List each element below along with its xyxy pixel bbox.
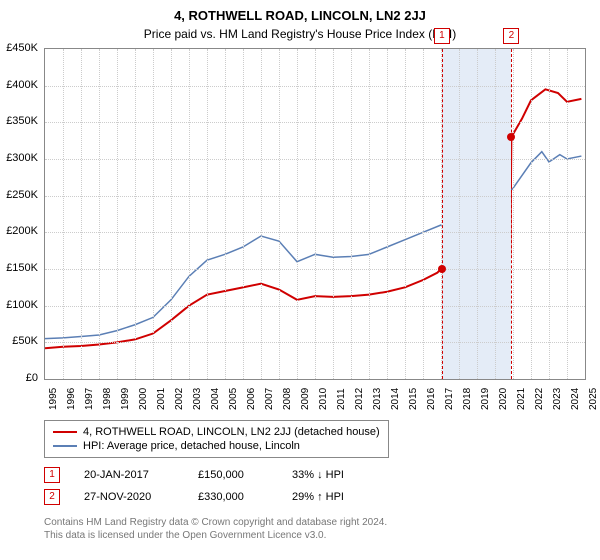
grid-v	[117, 49, 118, 379]
transaction-price: £330,000	[198, 491, 268, 503]
xtick-label: 2014	[390, 388, 401, 410]
xtick-label: 2004	[210, 388, 221, 410]
xtick-label: 2021	[516, 388, 527, 410]
xtick-label: 2022	[534, 388, 545, 410]
chart-title: 4, ROTHWELL ROAD, LINCOLN, LN2 2JJ	[0, 0, 600, 23]
transaction-marker: 1	[44, 467, 60, 483]
xtick-label: 2008	[282, 388, 293, 410]
grid-v	[171, 49, 172, 379]
grid-v	[81, 49, 82, 379]
grid-v	[333, 49, 334, 379]
grid-v	[63, 49, 64, 379]
transaction-marker: 2	[44, 489, 60, 505]
grid-v	[351, 49, 352, 379]
legend-swatch	[53, 431, 77, 433]
grid-v	[243, 49, 244, 379]
legend-swatch	[53, 445, 77, 447]
legend: 4, ROTHWELL ROAD, LINCOLN, LN2 2JJ (deta…	[44, 420, 389, 458]
transaction-row: 2 27-NOV-2020 £330,000 29% ↑ HPI	[44, 486, 344, 508]
ytick-label: £50K	[0, 335, 38, 347]
xtick-label: 1995	[48, 388, 59, 410]
xtick-label: 2015	[408, 388, 419, 410]
legend-label: HPI: Average price, detached house, Linc…	[83, 440, 300, 452]
xtick-label: 2016	[426, 388, 437, 410]
grid-v	[297, 49, 298, 379]
xtick-label: 2009	[300, 388, 311, 410]
ytick-label: £150K	[0, 262, 38, 274]
xtick-label: 1998	[102, 388, 113, 410]
transaction-delta: 29% ↑ HPI	[292, 491, 344, 503]
xtick-label: 1996	[66, 388, 77, 410]
grid-v	[531, 49, 532, 379]
ytick-label: £350K	[0, 115, 38, 127]
grid-v	[315, 49, 316, 379]
xtick-label: 2002	[174, 388, 185, 410]
ytick-label: £400K	[0, 79, 38, 91]
grid-v	[549, 49, 550, 379]
grid-v	[369, 49, 370, 379]
transaction-price: £150,000	[198, 469, 268, 481]
transaction-row: 1 20-JAN-2017 £150,000 33% ↓ HPI	[44, 464, 344, 486]
xtick-label: 2001	[156, 388, 167, 410]
ytick-label: £0	[0, 372, 38, 384]
xtick-label: 2018	[462, 388, 473, 410]
xtick-label: 2003	[192, 388, 203, 410]
grid-v	[495, 49, 496, 379]
grid-v	[477, 49, 478, 379]
ytick-label: £250K	[0, 189, 38, 201]
xtick-label: 2024	[570, 388, 581, 410]
footer-note: Contains HM Land Registry data © Crown c…	[44, 516, 387, 542]
grid-v	[153, 49, 154, 379]
xtick-label: 2010	[318, 388, 329, 410]
grid-v	[261, 49, 262, 379]
event-vline	[511, 49, 512, 379]
grid-v	[99, 49, 100, 379]
event-marker-box: 1	[434, 28, 450, 44]
chart-container: 4, ROTHWELL ROAD, LINCOLN, LN2 2JJ Price…	[0, 0, 600, 560]
grid-v	[513, 49, 514, 379]
footer-line-2: This data is licensed under the Open Gov…	[44, 529, 387, 542]
event-marker-box: 2	[503, 28, 519, 44]
legend-row: HPI: Average price, detached house, Linc…	[53, 439, 380, 453]
xtick-label: 2006	[246, 388, 257, 410]
grid-v	[387, 49, 388, 379]
grid-v	[189, 49, 190, 379]
transaction-date: 27-NOV-2020	[84, 491, 174, 503]
xtick-label: 2019	[480, 388, 491, 410]
price-point	[507, 133, 515, 141]
xtick-label: 2023	[552, 388, 563, 410]
event-vline	[442, 49, 443, 379]
xtick-label: 2012	[354, 388, 365, 410]
legend-row: 4, ROTHWELL ROAD, LINCOLN, LN2 2JJ (deta…	[53, 425, 380, 439]
transaction-date: 20-JAN-2017	[84, 469, 174, 481]
xtick-label: 1999	[120, 388, 131, 410]
ytick-label: £300K	[0, 152, 38, 164]
grid-v	[405, 49, 406, 379]
xtick-label: 2007	[264, 388, 275, 410]
footer-line-1: Contains HM Land Registry data © Crown c…	[44, 516, 387, 529]
grid-v	[279, 49, 280, 379]
grid-v	[567, 49, 568, 379]
grid-v	[225, 49, 226, 379]
xtick-label: 2025	[588, 388, 599, 410]
grid-v	[459, 49, 460, 379]
xtick-label: 2005	[228, 388, 239, 410]
ytick-label: £100K	[0, 299, 38, 311]
plot-area	[44, 48, 586, 380]
price-point	[438, 265, 446, 273]
xtick-label: 2017	[444, 388, 455, 410]
ytick-label: £200K	[0, 225, 38, 237]
xtick-label: 2011	[336, 388, 347, 410]
xtick-label: 2000	[138, 388, 149, 410]
ytick-label: £450K	[0, 42, 38, 54]
transaction-table: 1 20-JAN-2017 £150,000 33% ↓ HPI 2 27-NOV-202…	[44, 464, 344, 508]
grid-v	[207, 49, 208, 379]
xtick-label: 2013	[372, 388, 383, 410]
xtick-label: 1997	[84, 388, 95, 410]
grid-v	[423, 49, 424, 379]
grid-v	[135, 49, 136, 379]
legend-label: 4, ROTHWELL ROAD, LINCOLN, LN2 2JJ (deta…	[83, 426, 380, 438]
xtick-label: 2020	[498, 388, 509, 410]
transaction-delta: 33% ↓ HPI	[292, 469, 344, 481]
